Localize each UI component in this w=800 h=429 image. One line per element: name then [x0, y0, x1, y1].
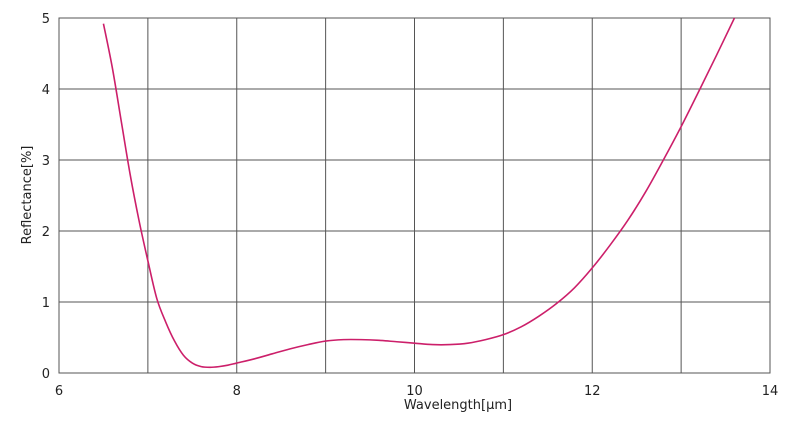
x-tick-label: 14	[762, 384, 779, 399]
x-tick-label: 8	[233, 384, 241, 399]
y-tick-label: 0	[42, 367, 50, 382]
y-tick-label: 5	[42, 12, 50, 27]
series-group	[102, 17, 736, 369]
series-line-reflectance	[102, 17, 736, 369]
x-tick-label: 6	[55, 384, 63, 399]
x-axis-ticks: 6 8 10 12 14	[55, 384, 778, 399]
y-axis-title: Reflectance[%]	[20, 146, 35, 245]
grid	[59, 18, 770, 373]
y-tick-label: 1	[42, 296, 50, 311]
x-tick-label: 12	[584, 384, 601, 399]
y-tick-label: 4	[42, 83, 50, 98]
x-tick-label: 10	[406, 384, 423, 399]
y-tick-label: 2	[42, 225, 50, 240]
y-axis-ticks: 0 1 2 3 4 5	[42, 12, 50, 382]
x-axis-title: Wavelength[μm]	[404, 398, 512, 413]
y-tick-label: 3	[42, 154, 50, 169]
